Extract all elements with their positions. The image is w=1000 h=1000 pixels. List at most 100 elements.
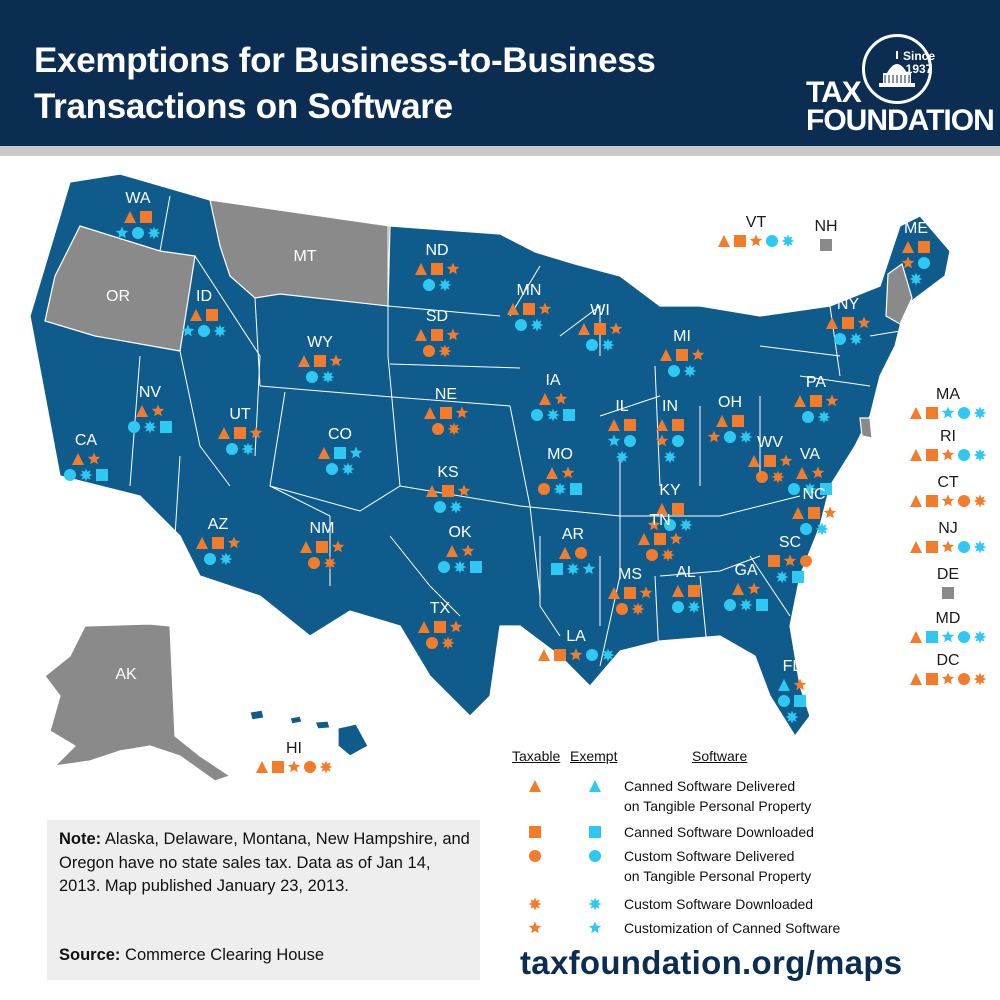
state-in: IN (630, 398, 710, 464)
legend-label: Canned Software Delivered on Tangible Pe… (624, 778, 812, 814)
star-exempt-icon (941, 406, 955, 420)
star-taxable-icon (561, 466, 575, 480)
state-border-line (659, 555, 761, 577)
capitol-seal-icon (862, 34, 932, 104)
star-taxable-icon (655, 434, 669, 448)
new-hampshire-shape (885, 263, 913, 325)
triangle-taxable-icon (195, 536, 209, 550)
state-abbr-label: OH (718, 394, 742, 411)
source-body: Commerce Clearing House (120, 946, 325, 964)
state-al: AL (646, 564, 726, 614)
star-taxable-icon (249, 426, 263, 440)
header-divider (0, 146, 1000, 156)
circle-exempt-icon (667, 364, 681, 378)
footer-url-link[interactable]: taxfoundation.org/maps (520, 944, 903, 981)
state-border-line (599, 395, 661, 417)
square-taxable-icon (593, 322, 607, 336)
state-abbr-label: GA (734, 562, 758, 579)
state-abbr-label: NH (814, 218, 838, 235)
star-taxable-icon (227, 536, 241, 550)
state-abbr-label: KY (659, 482, 681, 499)
triangle-taxable-icon (909, 406, 923, 420)
state-ut: UT (200, 406, 280, 456)
triangle-taxable-icon (659, 348, 673, 362)
star-taxable-icon (457, 484, 471, 498)
state-abbr-label: KS (437, 464, 459, 481)
square-taxable-icon (205, 308, 219, 322)
burst-exempt-icon (321, 370, 335, 384)
state-abbr-label: FL (782, 658, 802, 675)
burst-taxable-icon (973, 672, 987, 686)
burst-exempt-icon (615, 450, 629, 464)
star-taxable-icon (331, 540, 345, 554)
tax-foundation-logo[interactable]: Since 1937 TAX FOUNDATION (806, 34, 995, 144)
oregon-shape (44, 225, 196, 352)
triangle-taxable-icon (717, 234, 731, 248)
state-abbr-label: MN (516, 282, 542, 299)
triangle-taxable-icon (417, 620, 431, 634)
burst-exempt-icon (663, 450, 677, 464)
legend-header-exempt: Exempt (570, 748, 618, 764)
state-border-line (269, 485, 331, 517)
burst-exempt-icon (973, 540, 987, 554)
square-taxable-icon (211, 536, 225, 550)
circle-taxable-icon (303, 760, 317, 774)
triangle-taxable-icon (445, 544, 459, 558)
note-label: Note: (59, 830, 102, 848)
state-abbr-label: AL (676, 564, 696, 581)
burst-exempt-icon (739, 598, 753, 612)
triangle-taxable-icon (655, 502, 669, 516)
square-exempt-icon (793, 694, 807, 708)
burst-exempt-icon (775, 570, 789, 584)
state-abbr-label: NY (836, 296, 860, 313)
state-wi: WI (560, 302, 640, 352)
circle-exempt-icon (801, 410, 815, 424)
triangle-taxable-icon (577, 322, 591, 336)
state-abbr-label: NV (138, 384, 162, 401)
square-taxable-icon (271, 760, 285, 774)
triangle-taxable-icon (506, 302, 520, 316)
montana-shape (209, 199, 391, 307)
square-exempt-icon (791, 570, 805, 584)
star-exempt-icon (181, 324, 195, 338)
state-abbr-label: OR (106, 288, 130, 305)
star-taxable-icon (857, 316, 871, 330)
state-abbr-label: WV (757, 434, 783, 451)
state-border-line (519, 495, 801, 517)
square-exempt-icon (562, 408, 576, 422)
state-abbr-label: VA (799, 446, 821, 463)
legend: Taxable Exempt Software Canned Software … (508, 748, 988, 948)
burst-taxable-icon (771, 470, 785, 484)
state-abbr-label: ID (196, 288, 212, 305)
hawaii-island-shape (337, 723, 369, 757)
state-border-line (509, 405, 541, 597)
triangle-taxable-icon (414, 328, 428, 342)
star-taxable-icon (669, 532, 683, 546)
triangle-taxable-icon (255, 760, 269, 774)
state-abbr-label: MI (673, 328, 691, 345)
square-taxable-icon (439, 406, 453, 420)
star-taxable-icon (941, 672, 955, 686)
burst-exempt-icon (79, 468, 93, 482)
burst-exempt-icon (241, 442, 255, 456)
star-taxable-icon (707, 430, 721, 444)
burst-exempt-icon (909, 272, 923, 286)
state-border-line (194, 255, 261, 457)
star-taxable-icon (538, 302, 552, 316)
square-taxable-icon (315, 540, 329, 554)
burst-exempt-icon (803, 482, 817, 496)
triangle-taxable-icon (607, 418, 621, 432)
star-taxable-icon (823, 506, 837, 520)
state-nj: NJ (908, 520, 988, 554)
state-border-line (869, 325, 931, 337)
triangle-exempt-icon (777, 678, 791, 692)
state-abbr-label: MD (935, 610, 961, 627)
state-nd: ND (397, 242, 477, 292)
triangle-taxable-icon (909, 672, 923, 686)
state-abbr-label: DC (936, 652, 960, 669)
burst-exempt-icon (553, 482, 567, 496)
state-ca: CA (46, 432, 126, 482)
star-taxable-icon (811, 466, 825, 480)
square-taxable-icon (917, 240, 931, 254)
us-map-shapes (29, 173, 951, 782)
